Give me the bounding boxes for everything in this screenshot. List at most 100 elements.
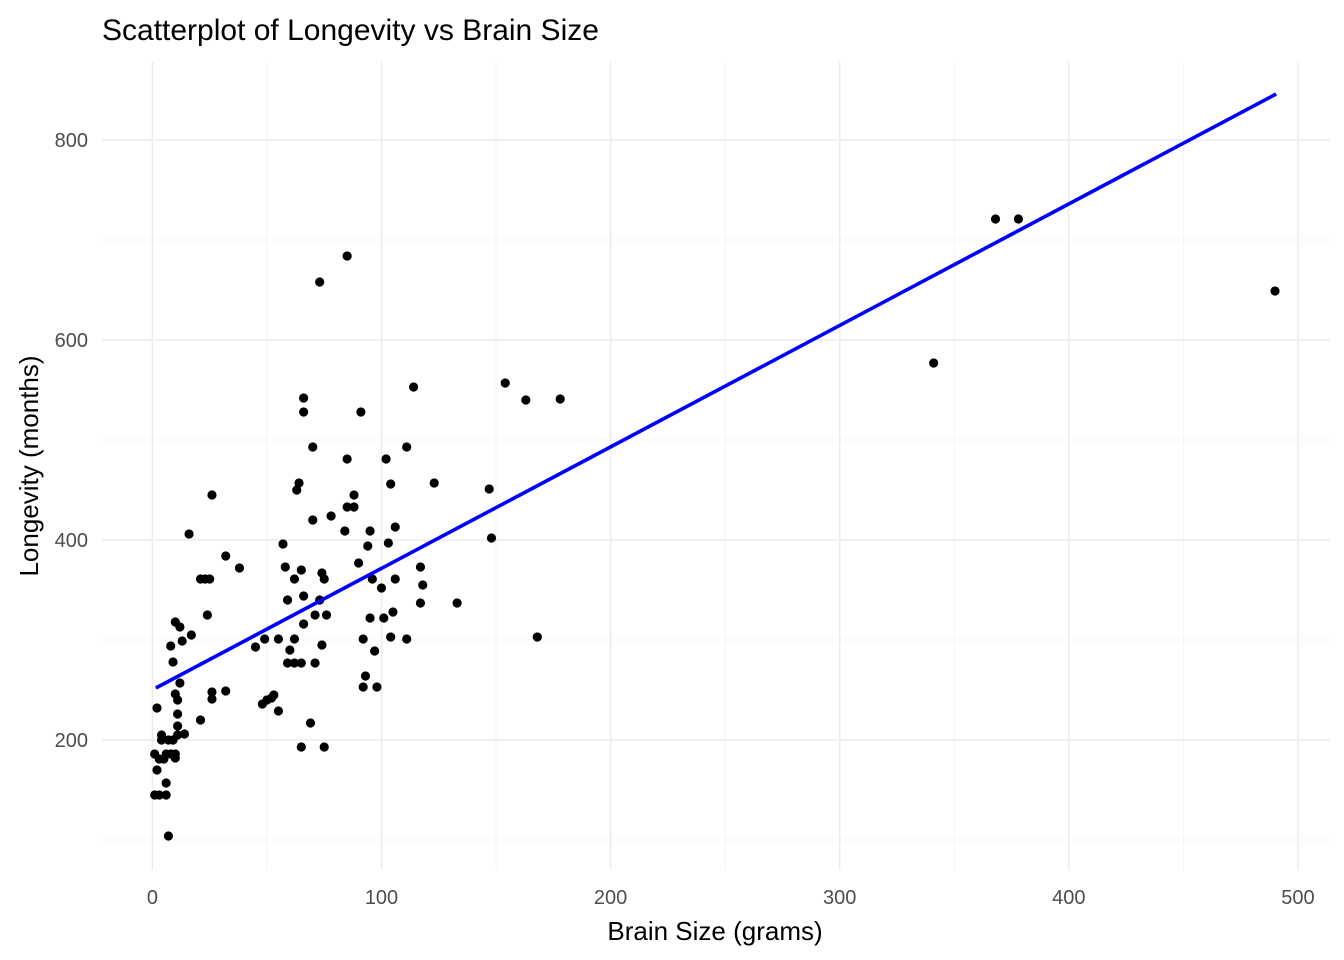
data-point: [299, 407, 309, 417]
data-point: [365, 613, 375, 623]
data-point: [415, 598, 426, 608]
data-point: [353, 558, 364, 568]
data-point: [273, 706, 284, 716]
data-point: [1270, 286, 1280, 296]
data-point: [415, 562, 426, 572]
data-point: [296, 658, 306, 668]
data-point: [388, 607, 398, 617]
data-point: [179, 729, 190, 739]
data-point: [184, 529, 194, 539]
data-point: [1013, 214, 1024, 224]
data-point: [289, 634, 300, 644]
y-tick-label: 400: [55, 530, 88, 552]
data-point: [500, 378, 510, 388]
data-point: [521, 395, 531, 405]
data-point: [321, 610, 332, 620]
x-tick-label: 400: [1052, 887, 1085, 909]
data-point: [173, 709, 183, 719]
data-point: [349, 490, 359, 500]
data-point: [166, 641, 176, 651]
data-point: [175, 678, 185, 688]
x-tick-label: 0: [147, 887, 158, 909]
data-point: [342, 502, 352, 512]
data-point: [195, 715, 206, 725]
data-point: [221, 551, 231, 561]
data-point: [363, 541, 373, 551]
data-point: [486, 533, 497, 543]
data-point: [386, 479, 396, 489]
data-point: [173, 695, 183, 705]
data-point: [305, 718, 316, 728]
y-axis-ticks: 200 400 600 800: [55, 130, 88, 752]
data-point: [299, 619, 309, 629]
data-point: [299, 591, 309, 601]
x-tick-label: 300: [823, 887, 856, 909]
data-point: [296, 742, 306, 752]
data-point: [319, 574, 329, 584]
data-point: [234, 563, 245, 573]
data-point: [308, 515, 318, 525]
data-point: [360, 671, 371, 681]
data-point: [152, 703, 162, 713]
chart-title: Scatterplot of Longevity vs Brain Size: [102, 14, 599, 47]
data-point: [202, 610, 212, 620]
data-point: [292, 485, 302, 495]
data-point: [929, 358, 939, 368]
data-point: [278, 539, 288, 549]
data-point: [379, 613, 389, 623]
data-point: [358, 682, 368, 692]
data-point: [269, 690, 279, 700]
data-point: [418, 580, 428, 590]
points-layer: [150, 214, 1280, 841]
data-point: [402, 634, 412, 644]
data-point: [207, 694, 217, 704]
y-axis-title: Longevity (months): [14, 355, 44, 576]
data-point: [372, 682, 382, 692]
data-point: [310, 658, 320, 668]
data-point: [207, 490, 217, 500]
data-point: [990, 214, 1001, 224]
x-tick-label: 500: [1281, 887, 1314, 909]
data-point: [296, 565, 306, 575]
data-point: [299, 393, 309, 403]
data-point: [429, 478, 439, 488]
data-point: [289, 658, 300, 668]
data-point: [173, 730, 183, 740]
data-point: [408, 382, 419, 392]
trend-line: [154, 92, 1278, 690]
data-point: [340, 526, 350, 536]
x-tick-label: 100: [365, 887, 398, 909]
data-point: [161, 790, 171, 800]
data-point: [376, 583, 387, 593]
data-point: [250, 642, 261, 652]
data-point: [260, 634, 270, 644]
data-point: [175, 622, 185, 632]
data-point: [367, 574, 377, 584]
data-point: [186, 630, 196, 640]
y-tick-label: 200: [55, 730, 88, 752]
major-grid: [102, 62, 1330, 870]
data-point: [342, 251, 352, 261]
data-point: [390, 522, 400, 532]
data-point: [310, 610, 320, 620]
x-axis-title: Brain Size (grams): [607, 916, 822, 946]
data-point: [205, 574, 215, 584]
data-point: [555, 394, 565, 404]
data-point: [532, 632, 542, 642]
trend-layer: [154, 92, 1278, 690]
data-point: [221, 686, 231, 696]
data-point: [386, 632, 396, 642]
data-point: [294, 478, 304, 488]
data-point: [280, 562, 290, 572]
data-point: [154, 790, 164, 800]
data-point: [289, 574, 300, 584]
data-point: [370, 646, 380, 656]
data-point: [282, 658, 293, 668]
data-point: [381, 454, 391, 464]
x-tick-label: 200: [594, 887, 627, 909]
data-point: [365, 526, 375, 536]
data-point: [390, 574, 400, 584]
data-point: [168, 657, 178, 667]
data-point: [207, 687, 217, 697]
data-point: [452, 598, 462, 608]
